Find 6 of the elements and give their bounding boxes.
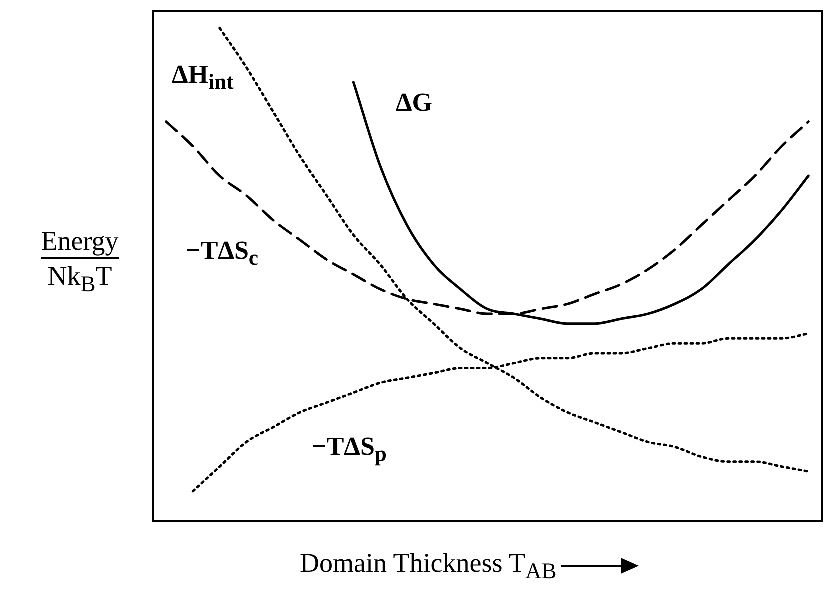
series-label: −TΔS$_{p}$ (312, 432, 387, 468)
series-label: −TΔS$_{c}$ (186, 236, 259, 272)
x-axis-title: Domain Thickness T$_{AB}$ (300, 548, 557, 584)
y-axis-title: Energy Nk$_{B}$T (40, 225, 120, 298)
series-label: ΔG (396, 88, 433, 118)
series-label: ΔH$_{int}$ (172, 60, 234, 96)
